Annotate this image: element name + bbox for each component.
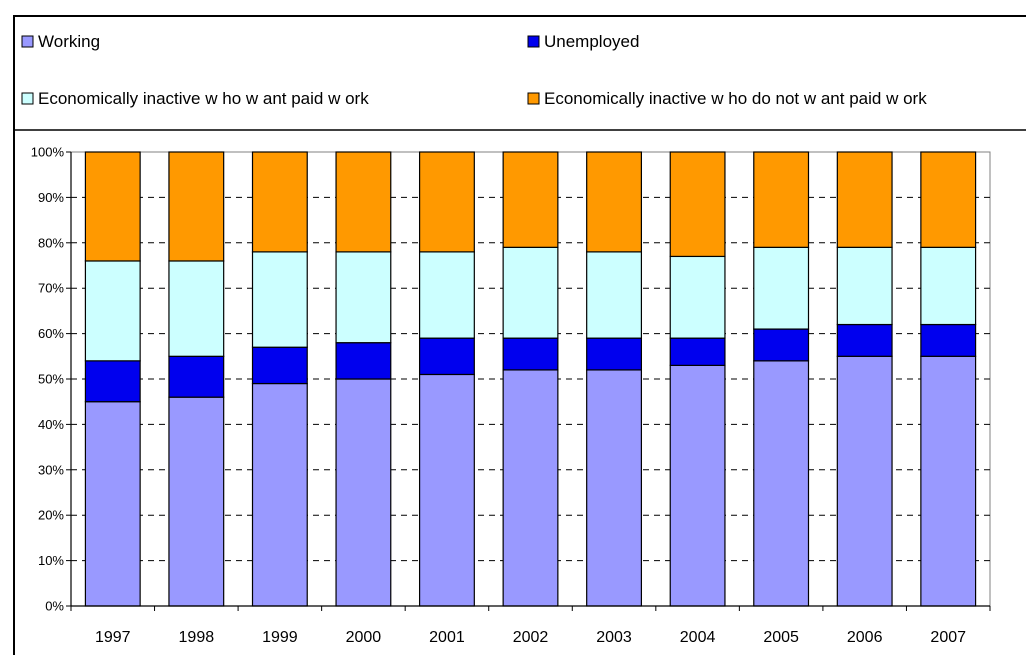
y-tick-label: 70% (38, 281, 64, 296)
bar-economically-inactive-w-ho-do-not-w-ant-paid-w-ork-2002 (502, 151, 559, 248)
bar-working-2003 (586, 369, 643, 607)
bar-economically-inactive-w-ho-do-not-w-ant-paid-w-ork-2006 (836, 151, 893, 248)
y-tick-label: 0% (45, 599, 64, 614)
bar-group-2002 (502, 151, 559, 607)
bar-working-1999 (251, 382, 308, 607)
bar-group-1998 (168, 151, 225, 607)
bar-economically-inactive-w-ho-do-not-w-ant-paid-w-ork-2007 (920, 151, 977, 248)
legend-label-working: Working (38, 32, 100, 51)
bar-economically-inactive-w-ho-w-ant-paid-w-ork-1999 (251, 251, 308, 348)
bar-unemployed-2005 (753, 328, 810, 362)
bar-working-2005 (753, 360, 810, 607)
bar-economically-inactive-w-ho-w-ant-paid-w-ork-1997 (84, 260, 141, 362)
y-tick-label: 60% (38, 326, 64, 341)
bar-unemployed-2003 (586, 337, 643, 371)
bar-economically-inactive-w-ho-w-ant-paid-w-ork-2007 (920, 246, 977, 326)
bar-economically-inactive-w-ho-do-not-w-ant-paid-w-ork-2000 (335, 151, 392, 253)
y-tick-label: 80% (38, 235, 64, 250)
bar-group-1997 (84, 151, 141, 607)
bar-group-2000 (335, 151, 392, 607)
bar-economically-inactive-w-ho-do-not-w-ant-paid-w-ork-2005 (753, 151, 810, 248)
bar-working-1998 (168, 396, 225, 607)
legend-label-unemployed: Unemployed (544, 32, 639, 51)
bar-economically-inactive-w-ho-w-ant-paid-w-ork-2006 (836, 246, 893, 326)
bar-unemployed-1998 (168, 355, 225, 398)
bar-economically-inactive-w-ho-w-ant-paid-w-ork-2004 (669, 255, 726, 339)
y-tick-label: 50% (38, 372, 64, 387)
bar-economically-inactive-w-ho-do-not-w-ant-paid-w-ork-2001 (418, 151, 475, 253)
legend-swatch-economically-inactive-w-ho-w-ant-paid-w-ork (21, 92, 34, 105)
x-tick-label: 2006 (847, 629, 883, 646)
bar-working-2004 (669, 364, 726, 607)
bar-economically-inactive-w-ho-w-ant-paid-w-ork-2002 (502, 246, 559, 339)
x-tick-label: 2002 (513, 629, 549, 646)
bar-unemployed-2004 (669, 337, 726, 366)
bar-working-2002 (502, 369, 559, 607)
x-tick-label: 1999 (262, 629, 298, 646)
bar-group-2006 (836, 151, 893, 607)
bar-working-2001 (418, 373, 475, 607)
bar-economically-inactive-w-ho-w-ant-paid-w-ork-2005 (753, 246, 810, 330)
bar-unemployed-1997 (84, 360, 141, 403)
y-tick-label: 100% (31, 145, 65, 160)
bar-unemployed-2002 (502, 337, 559, 371)
legend-item-economically-inactive-w-ho-do-not-w-ant-paid-w-ork: Economically inactive w ho do not w ant … (527, 89, 927, 108)
bar-working-2007 (920, 355, 977, 607)
bar-economically-inactive-w-ho-do-not-w-ant-paid-w-ork-1997 (84, 151, 141, 262)
y-tick-label: 10% (38, 553, 64, 568)
x-tick-label: 1997 (95, 629, 131, 646)
bar-group-2001 (418, 151, 475, 607)
bar-economically-inactive-w-ho-w-ant-paid-w-ork-2003 (586, 251, 643, 339)
legend-swatch-unemployed (527, 35, 540, 48)
y-tick-label: 40% (38, 417, 64, 432)
bar-working-2006 (836, 355, 893, 607)
bar-economically-inactive-w-ho-do-not-w-ant-paid-w-ork-2003 (586, 151, 643, 253)
bar-economically-inactive-w-ho-w-ant-paid-w-ork-2001 (418, 251, 475, 339)
legend-item-economically-inactive-w-ho-w-ant-paid-w-ork: Economically inactive w ho w ant paid w … (21, 89, 369, 108)
bar-working-2000 (335, 378, 392, 607)
legend-item-unemployed: Unemployed (527, 32, 639, 51)
bar-unemployed-1999 (251, 346, 308, 385)
plot-area: 0% 10% 20% 30% 40% 50% 60% 70% 80% 90% 100% 1997 199… (31, 145, 991, 646)
bar-group-2003 (586, 151, 643, 607)
y-tick-label: 30% (38, 462, 64, 477)
legend-swatch-working (21, 35, 34, 48)
bar-group-2007 (920, 151, 977, 607)
bar-economically-inactive-w-ho-w-ant-paid-w-ork-1998 (168, 260, 225, 357)
y-tick-label: 20% (38, 508, 64, 523)
legend-label-economically-inactive-w-ho-w-ant-paid-w-ork: Economically inactive w ho w ant paid w … (38, 89, 369, 108)
legend-label-economically-inactive-w-ho-do-not-w-ant-paid-w-ork: Economically inactive w ho do not w ant … (544, 89, 927, 108)
bar-economically-inactive-w-ho-do-not-w-ant-paid-w-ork-1998 (168, 151, 225, 262)
bar-unemployed-2000 (335, 342, 392, 380)
bar-group-1999 (251, 151, 308, 607)
bar-economically-inactive-w-ho-do-not-w-ant-paid-w-ork-2004 (669, 151, 726, 258)
x-tick-label: 2004 (680, 629, 716, 646)
bar-unemployed-2001 (418, 337, 475, 376)
bar-group-2005 (753, 151, 810, 607)
legend-item-working: Working (21, 32, 100, 51)
y-tick-label: 90% (38, 190, 64, 205)
x-tick-label: 2000 (346, 629, 382, 646)
bar-working-1997 (84, 401, 141, 607)
x-tick-label: 2003 (596, 629, 632, 646)
bar-group-2004 (669, 151, 726, 607)
bar-economically-inactive-w-ho-w-ant-paid-w-ork-2000 (335, 251, 392, 344)
bar-unemployed-2007 (920, 323, 977, 357)
bar-economically-inactive-w-ho-do-not-w-ant-paid-w-ork-1999 (251, 151, 308, 253)
bar-unemployed-2006 (836, 323, 893, 357)
x-tick-label: 2001 (429, 629, 465, 646)
x-tick-label: 2007 (930, 629, 966, 646)
x-tick-label: 2005 (763, 629, 799, 646)
legend: Working Unemployed Economically inactive w… (21, 32, 927, 108)
legend-swatch-economically-inactive-w-ho-do-not-w-ant-paid-w-ork (527, 92, 540, 105)
x-tick-label: 1998 (179, 629, 215, 646)
